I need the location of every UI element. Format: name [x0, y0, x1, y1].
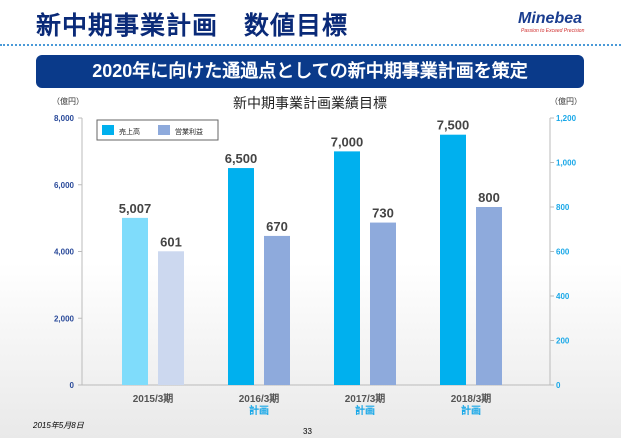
- divider: [0, 44, 621, 46]
- bar-value-label: 5,007: [119, 201, 152, 216]
- right-tick-label: 400: [556, 292, 570, 301]
- x-tick-sublabel: 計画: [249, 404, 269, 417]
- chart-title: 新中期事業計画業績目標: [233, 95, 387, 111]
- x-tick-label: 2017/3期: [345, 392, 386, 405]
- x-tick-label: 2018/3期: [451, 392, 492, 405]
- x-tick-label: 2015/3期: [133, 392, 174, 405]
- right-axis-unit: （億円）: [550, 96, 582, 106]
- bar-value-label: 670: [266, 219, 288, 234]
- bar-value-label: 601: [160, 234, 182, 249]
- legend-label: 売上高: [119, 127, 140, 136]
- x-tick-sublabel: 計画: [355, 404, 375, 417]
- legend-box: [96, 119, 219, 141]
- right-tick-label: 1,200: [556, 114, 577, 123]
- bar-value-label: 800: [478, 190, 500, 205]
- x-tick-sublabel: 計画: [461, 404, 481, 417]
- bar-operating-income: [264, 235, 290, 385]
- bar-sales: [228, 168, 254, 385]
- x-tick-label: 2016/3期: [239, 392, 280, 405]
- left-axis-unit: （億円）: [52, 96, 84, 106]
- bar-operating-income: [476, 207, 502, 385]
- right-tick-label: 200: [556, 337, 570, 346]
- footer-date: 2015年5月8日: [33, 421, 84, 430]
- right-tick-label: 0: [556, 381, 561, 390]
- page-number: 33: [303, 427, 312, 436]
- legend-swatch: [158, 125, 170, 135]
- bar-operating-income: [370, 222, 396, 385]
- bar-sales: [440, 134, 466, 385]
- bar-sales: [334, 151, 360, 385]
- bar-value-label: 730: [372, 206, 394, 221]
- banner: 2020年に向けた通過点としての新中期事業計画を策定: [36, 55, 584, 88]
- bar-value-label: 6,500: [225, 151, 258, 166]
- logo-tagline: Passion to Exceed Precision: [521, 28, 585, 34]
- bar-operating-income: [158, 251, 184, 385]
- left-tick-label: 0: [70, 381, 75, 390]
- left-tick-label: 8,000: [54, 114, 75, 123]
- left-tick-label: 6,000: [54, 181, 75, 190]
- legend-swatch: [102, 125, 114, 135]
- legend-label: 営業利益: [175, 127, 203, 136]
- bar-sales: [122, 217, 148, 385]
- left-tick-label: 2,000: [54, 314, 75, 323]
- right-tick-label: 600: [556, 248, 570, 257]
- bar-value-label: 7,000: [331, 134, 364, 149]
- bar-value-label: 7,500: [437, 118, 470, 133]
- company-logo: Minebea: [518, 10, 583, 27]
- right-tick-label: 1,000: [556, 159, 577, 168]
- left-tick-label: 4,000: [54, 248, 75, 257]
- right-tick-label: 800: [556, 203, 570, 212]
- page-title: 新中期事業計画 数値目標: [36, 12, 349, 40]
